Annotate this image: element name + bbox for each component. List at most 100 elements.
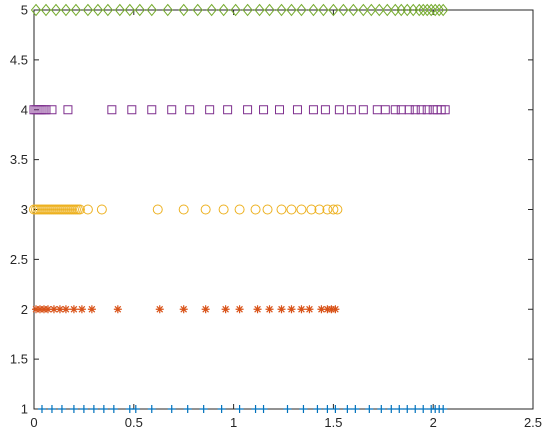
data-point-diamond (134, 3, 145, 17)
data-point-square (167, 105, 177, 115)
data-point-circle (306, 204, 317, 215)
x-tick-label: 0.5 (125, 415, 143, 430)
data-point-asterisk (287, 305, 296, 314)
data-point-plus (419, 405, 428, 413)
data-point-plus (403, 405, 412, 413)
data-point-diamond (414, 3, 425, 17)
data-point-diamond (430, 3, 441, 17)
data-point-square (259, 105, 269, 115)
data-point-square (223, 105, 233, 115)
data-point-circle (218, 204, 229, 215)
data-point-circle (276, 204, 287, 215)
y-tick-label: 2.5 (10, 252, 28, 267)
data-point-plus (57, 405, 66, 413)
data-point-square (410, 105, 420, 115)
series-square (29, 105, 450, 115)
data-point-diamond (206, 3, 217, 17)
y-tick-label: 5 (21, 3, 28, 18)
data-point-circle (314, 204, 325, 215)
data-point-asterisk (43, 305, 52, 314)
data-point-diamond (328, 3, 339, 17)
data-point-diamond (230, 3, 241, 17)
data-point-asterisk (61, 305, 70, 314)
series-circle (29, 204, 343, 215)
data-point-circle (250, 204, 261, 215)
data-point-square (41, 105, 51, 115)
data-point-asterisk (305, 305, 314, 314)
data-point-square (147, 105, 157, 115)
x-axis: 0 0.5 1 1.5 2 2.5 (30, 10, 542, 430)
data-point-plus (395, 405, 404, 413)
data-point-square (422, 105, 432, 115)
data-point-square (372, 105, 382, 115)
data-point-diamond (426, 3, 437, 17)
data-point-asterisk (235, 305, 244, 314)
y-tick-label: 3 (21, 202, 28, 217)
plot-area (33, 9, 534, 410)
data-point-asterisk (155, 305, 164, 314)
data-point-diamond (382, 3, 393, 17)
y-axis: 1 1.5 2 2.5 3 3.5 4 4.5 5 (10, 3, 533, 417)
data-point-circle (234, 204, 245, 215)
data-point-asterisk (265, 305, 274, 314)
data-point-diamond (296, 3, 307, 17)
data-point-circle (328, 204, 339, 215)
data-point-circle (296, 204, 307, 215)
data-point-square (396, 105, 406, 115)
data-point-plus (343, 405, 352, 413)
data-point-square (308, 105, 318, 115)
x-tick-label: 2 (430, 415, 437, 430)
data-point-diamond (438, 3, 449, 17)
x-tick-label: 1.5 (324, 415, 342, 430)
data-point-diamond (366, 3, 377, 17)
data-point-square (185, 105, 195, 115)
data-point-plus (235, 405, 244, 413)
data-point-circle (96, 204, 107, 215)
data-point-plus (37, 405, 46, 413)
y-tick-label: 2 (21, 302, 28, 317)
data-point-square (440, 105, 450, 115)
data-point-plus (351, 405, 360, 413)
data-point-circle (82, 204, 93, 215)
y-tick-label: 4 (21, 102, 28, 117)
data-point-diamond (242, 3, 253, 17)
data-point-plus (109, 405, 118, 413)
data-point-square (320, 105, 330, 115)
data-point-plus (331, 405, 340, 413)
data-point-plus (167, 405, 176, 413)
data-point-diamond (146, 3, 157, 17)
data-point-asterisk (69, 305, 78, 314)
data-point-plus (387, 405, 396, 413)
data-point-asterisk (331, 305, 340, 314)
data-point-asterisk (201, 305, 210, 314)
data-point-diamond (50, 3, 62, 17)
data-point-diamond (82, 3, 94, 17)
data-point-plus (411, 405, 420, 413)
data-point-plus (283, 405, 292, 413)
data-point-plus (365, 405, 374, 413)
data-point-diamond (348, 3, 359, 17)
data-point-diamond (40, 3, 52, 17)
series-plus (37, 405, 448, 413)
data-point-plus (217, 405, 226, 413)
data-point-diamond (218, 3, 229, 17)
data-point-square (358, 105, 368, 115)
data-point-plus (99, 405, 108, 413)
x-tick-label: 0 (30, 415, 37, 430)
y-tick-label: 1.5 (10, 352, 28, 367)
data-point-circle (152, 204, 163, 215)
data-point-plus (439, 405, 448, 413)
data-point-plus (259, 405, 268, 413)
y-tick-label: 3.5 (10, 152, 28, 167)
data-point-asterisk (87, 305, 96, 314)
data-point-plus (183, 405, 192, 413)
data-point-plus (377, 405, 386, 413)
series-asterisk (31, 305, 340, 314)
data-point-asterisk (55, 305, 64, 314)
data-point-asterisk (77, 305, 86, 314)
series-diamond (30, 3, 449, 17)
data-point-square (107, 105, 117, 115)
data-point-diamond (102, 3, 113, 17)
data-point-square (63, 105, 73, 115)
